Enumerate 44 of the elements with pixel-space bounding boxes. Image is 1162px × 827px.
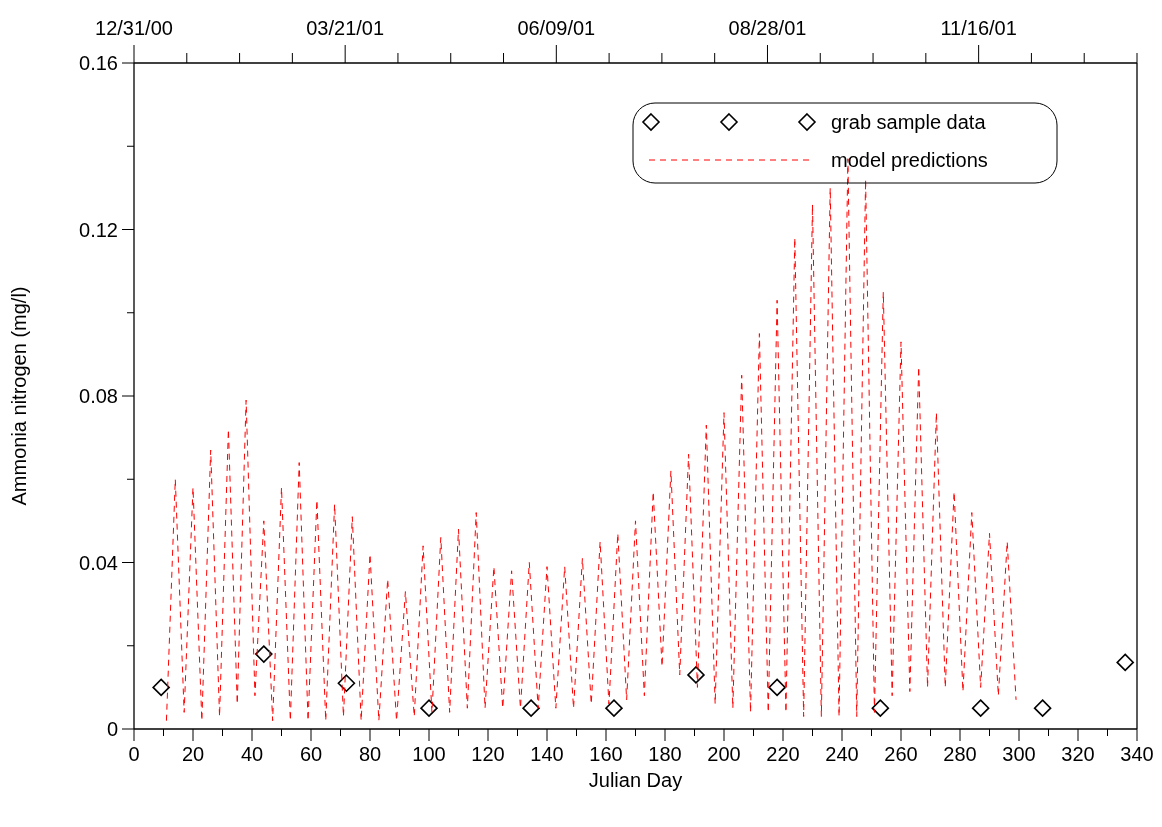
x-tick-label: 40 (240, 743, 264, 765)
x-tick-label: 100 (412, 743, 446, 765)
x-tick-label: 340 (1120, 743, 1154, 765)
point (605, 699, 623, 717)
x2-tick-label: 06/09/01 (517, 17, 596, 39)
series-label: model predictions (831, 149, 988, 171)
x-tick-label: 320 (1061, 743, 1095, 765)
point (971, 699, 990, 717)
y-tick-label: 0.04 (79, 551, 118, 574)
x-tick-label: 220 (766, 743, 800, 765)
point (687, 666, 705, 684)
y-tick-label: 0 (106, 718, 118, 740)
x-tick-label: 20 (181, 743, 205, 765)
legend-label: grab sample data (831, 111, 987, 133)
point (152, 678, 170, 697)
x-tick-label: 160 (589, 743, 623, 765)
y-tick-label: 0.08 (79, 385, 118, 407)
x2-tick-label: 03/21/01 (306, 17, 385, 39)
x2-tick-label: 12/31/00 (95, 17, 173, 39)
point (1033, 699, 1052, 717)
point (768, 678, 786, 697)
point (871, 699, 890, 717)
x-tick-label: 180 (648, 743, 682, 765)
x-tick-label: 140 (530, 743, 564, 765)
x-tick-label: 280 (943, 743, 977, 765)
point (522, 699, 540, 717)
point (1116, 653, 1134, 672)
x2-tick-label: 11/16/01 (940, 17, 1017, 39)
x-axis-title: Julian Day (588, 769, 683, 791)
x-tick-label: 80 (358, 743, 382, 765)
x-tick-label: 240 (825, 743, 859, 765)
x-tick-label: 120 (471, 743, 505, 765)
x2-tick-label: 08/28/01 (728, 17, 807, 39)
x-tick-label: 300 (1002, 743, 1036, 765)
point (420, 699, 438, 717)
y-tick-label: 0.12 (79, 218, 118, 241)
x-tick-label: 0 (128, 743, 140, 765)
point (337, 674, 356, 693)
point (255, 645, 273, 663)
y-axis-title: Ammonia nitrogen (mg/l) (8, 286, 30, 506)
x-tick-label: 200 (707, 743, 741, 765)
y-tick-label: 0.16 (79, 52, 118, 74)
x-tick-label: 260 (884, 743, 918, 765)
x-tick-label: 60 (299, 743, 323, 765)
